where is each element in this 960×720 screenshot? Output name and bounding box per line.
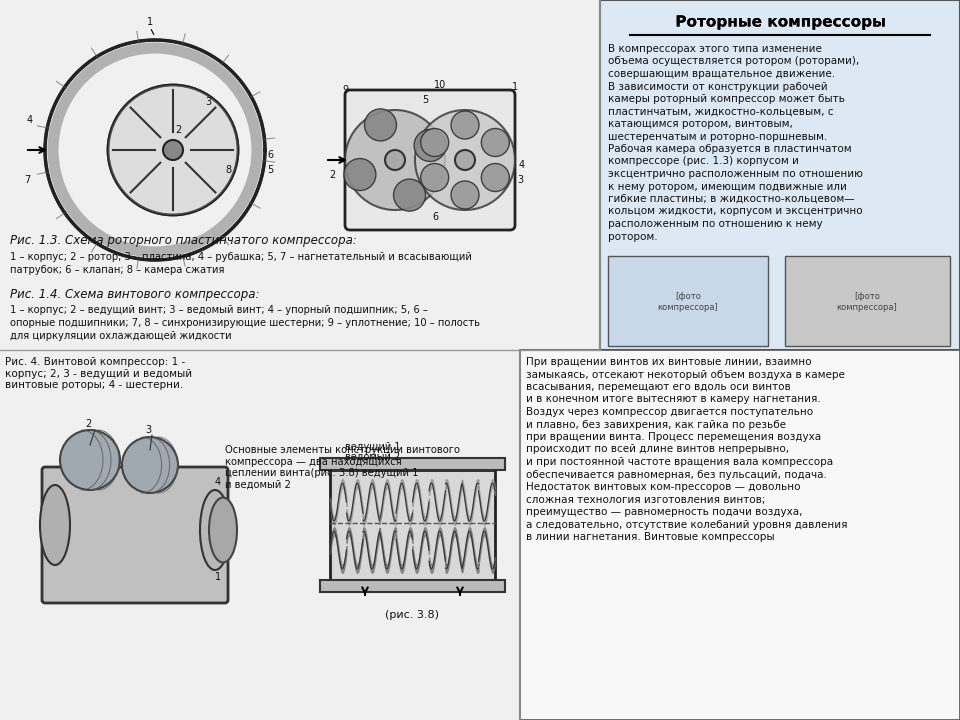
Text: [фото
компрессора]: [фото компрессора] [836, 292, 898, 312]
Circle shape [481, 163, 510, 192]
Text: 9: 9 [342, 85, 348, 95]
Text: Рис. 1.4. Схема винтового компрессора:: Рис. 1.4. Схема винтового компрессора: [10, 288, 259, 301]
Text: шестеренчатым и роторно-поршневым.: шестеренчатым и роторно-поршневым. [608, 132, 828, 142]
Text: преимущество — равномерность подачи воздуха,: преимущество — равномерность подачи возд… [526, 507, 803, 517]
Text: Роторные компрессоры: Роторные компрессоры [675, 14, 885, 30]
Ellipse shape [40, 485, 70, 565]
Text: 6: 6 [432, 212, 438, 222]
Circle shape [451, 181, 479, 209]
Text: 1: 1 [512, 82, 518, 92]
Text: замыкаясь, отсекают некоторый объем воздуха в камере: замыкаясь, отсекают некоторый объем возд… [526, 369, 845, 379]
Text: а следовательно, отсутствие колебаний уровня давления: а следовательно, отсутствие колебаний ур… [526, 520, 848, 529]
Text: 1: 1 [215, 572, 221, 582]
Circle shape [455, 150, 475, 170]
Text: эксцентрично расположенным по отношению: эксцентрично расположенным по отношению [608, 169, 863, 179]
Circle shape [108, 85, 238, 215]
Text: 2: 2 [329, 170, 335, 180]
Text: объема осуществляется ротором (роторами),: объема осуществляется ротором (роторами)… [608, 56, 859, 66]
Text: Рабочая камера образуется в пластинчатом: Рабочая камера образуется в пластинчатом [608, 144, 852, 154]
Bar [0, 0, 600, 350]
Bar [0, 350, 520, 720]
Circle shape [415, 110, 515, 210]
Text: катающимся ротором, винтовым,: катающимся ротором, винтовым, [608, 119, 793, 129]
Ellipse shape [200, 490, 230, 570]
Text: сложная технология изготовления винтов;: сложная технология изготовления винтов; [526, 495, 765, 505]
Bar [603, 2, 958, 38]
Circle shape [345, 110, 445, 210]
Text: и в конечном итоге вытесняют в камеру нагнетания.: и в конечном итоге вытесняют в камеру на… [526, 395, 821, 405]
Circle shape [385, 150, 405, 170]
Text: Недостаток винтовых ком-прессоров — довольно: Недостаток винтовых ком-прессоров — дово… [526, 482, 801, 492]
Text: (рис. 3.8): (рис. 3.8) [385, 610, 439, 620]
Circle shape [481, 128, 510, 156]
Bar [600, 0, 960, 350]
Text: 3: 3 [204, 97, 211, 107]
Text: ротором.: ротором. [608, 232, 658, 241]
Text: При вращении винтов их винтовые линии, взаимно: При вращении винтов их винтовые линии, в… [526, 357, 811, 367]
Text: и плавно, без завихрения, как гайка по резьбе: и плавно, без завихрения, как гайка по р… [526, 420, 786, 430]
Text: пластинчатым, жидкостно-кольцевым, с: пластинчатым, жидкостно-кольцевым, с [608, 107, 833, 117]
Text: В компрессорах этого типа изменение: В компрессорах этого типа изменение [608, 44, 822, 54]
Text: 5: 5 [421, 95, 428, 105]
Text: [фото
компрессора]: [фото компрессора] [658, 292, 718, 312]
Text: в линии нагнетания. Винтовые компрессоры: в линии нагнетания. Винтовые компрессоры [526, 532, 775, 542]
Circle shape [420, 163, 448, 192]
Circle shape [163, 140, 183, 160]
Text: 1 – корпус; 2 – ведущий винт; 3 – ведомый винт; 4 – упорный подшипник; 5, 6 –
оп: 1 – корпус; 2 – ведущий винт; 3 – ведомы… [10, 305, 480, 341]
Text: гибкие пластины; в жидкостно-кольцевом—: гибкие пластины; в жидкостно-кольцевом— [608, 194, 854, 204]
Circle shape [414, 130, 446, 161]
FancyBboxPatch shape [345, 90, 515, 230]
Text: 4: 4 [27, 115, 33, 125]
Text: камеры роторный компрессор может быть: камеры роторный компрессор может быть [608, 94, 845, 104]
Ellipse shape [209, 498, 237, 562]
Text: 3: 3 [516, 175, 523, 185]
Text: 6: 6 [267, 150, 273, 160]
Bar [608, 256, 768, 346]
Text: 1: 1 [147, 17, 153, 27]
Text: 8: 8 [225, 165, 231, 175]
Text: кольцом жидкости, корпусом и эксцентрично: кольцом жидкости, корпусом и эксцентричн… [608, 207, 863, 217]
Circle shape [394, 179, 425, 211]
Text: и при постоянной частоте вращения вала компрессора: и при постоянной частоте вращения вала к… [526, 457, 833, 467]
Text: компрессоре (рис. 1.3) корпусом и: компрессоре (рис. 1.3) корпусом и [608, 156, 799, 166]
Text: 4: 4 [215, 477, 221, 487]
Text: расположенным по отношению к нему: расположенным по отношению к нему [608, 219, 823, 229]
Text: 2: 2 [85, 419, 91, 429]
Text: 7: 7 [24, 175, 30, 185]
Bar [520, 350, 960, 720]
Circle shape [451, 111, 479, 139]
Circle shape [122, 437, 178, 493]
Circle shape [344, 158, 376, 191]
Text: Рис. 4. Винтовой компрессор: 1 -
корпус; 2, 3 - ведущий и ведомый
винтовые ротор: Рис. 4. Винтовой компрессор: 1 - корпус;… [5, 357, 192, 390]
Text: ведущий 1: ведущий 1 [345, 442, 400, 452]
Text: к нему ротором, имеющим подвижные или: к нему ротором, имеющим подвижные или [608, 181, 847, 192]
Text: Рис. 1.3. Схема роторного пластинчатого компрессора:: Рис. 1.3. Схема роторного пластинчатого … [10, 234, 357, 247]
Circle shape [365, 109, 396, 141]
Text: Воздух через компрессор двигается поступательно: Воздух через компрессор двигается поступ… [526, 407, 813, 417]
Text: обеспечивается равномерная, без пульсаций, подача.: обеспечивается равномерная, без пульсаци… [526, 469, 827, 480]
Circle shape [420, 128, 448, 156]
Text: 2: 2 [175, 125, 181, 135]
Bar [330, 470, 495, 580]
Circle shape [60, 430, 120, 490]
Bar [785, 256, 950, 346]
Bar [320, 458, 505, 470]
FancyBboxPatch shape [42, 467, 228, 603]
Text: всасывания, перемещают его вдоль оси винтов: всасывания, перемещают его вдоль оси вин… [526, 382, 791, 392]
Text: совершающим вращательное движение.: совершающим вращательное движение. [608, 69, 835, 79]
Text: Основные элементы конструкции винтового
компрессора — два находящихся
цеплении в: Основные элементы конструкции винтового … [225, 445, 460, 490]
Bar [320, 580, 505, 592]
Text: В зависимости от конструкции рабочей: В зависимости от конструкции рабочей [608, 81, 828, 91]
Text: 10: 10 [434, 80, 446, 90]
Text: ведомый 2: ведомый 2 [345, 452, 400, 462]
Text: при вращении винта. Процесс перемещения воздуха: при вращении винта. Процесс перемещения … [526, 432, 821, 442]
Text: 1 – корпус; 2 – ротор; 3 – пластина; 4 – рубашка; 5, 7 – нагнетательный и всасыв: 1 – корпус; 2 – ротор; 3 – пластина; 4 –… [10, 252, 472, 275]
Text: 3: 3 [145, 425, 151, 435]
Text: 4: 4 [519, 160, 525, 170]
Text: происходит по всей длине винтов непрерывно,: происходит по всей длине винтов непрерыв… [526, 444, 789, 454]
Text: 5: 5 [267, 165, 274, 175]
